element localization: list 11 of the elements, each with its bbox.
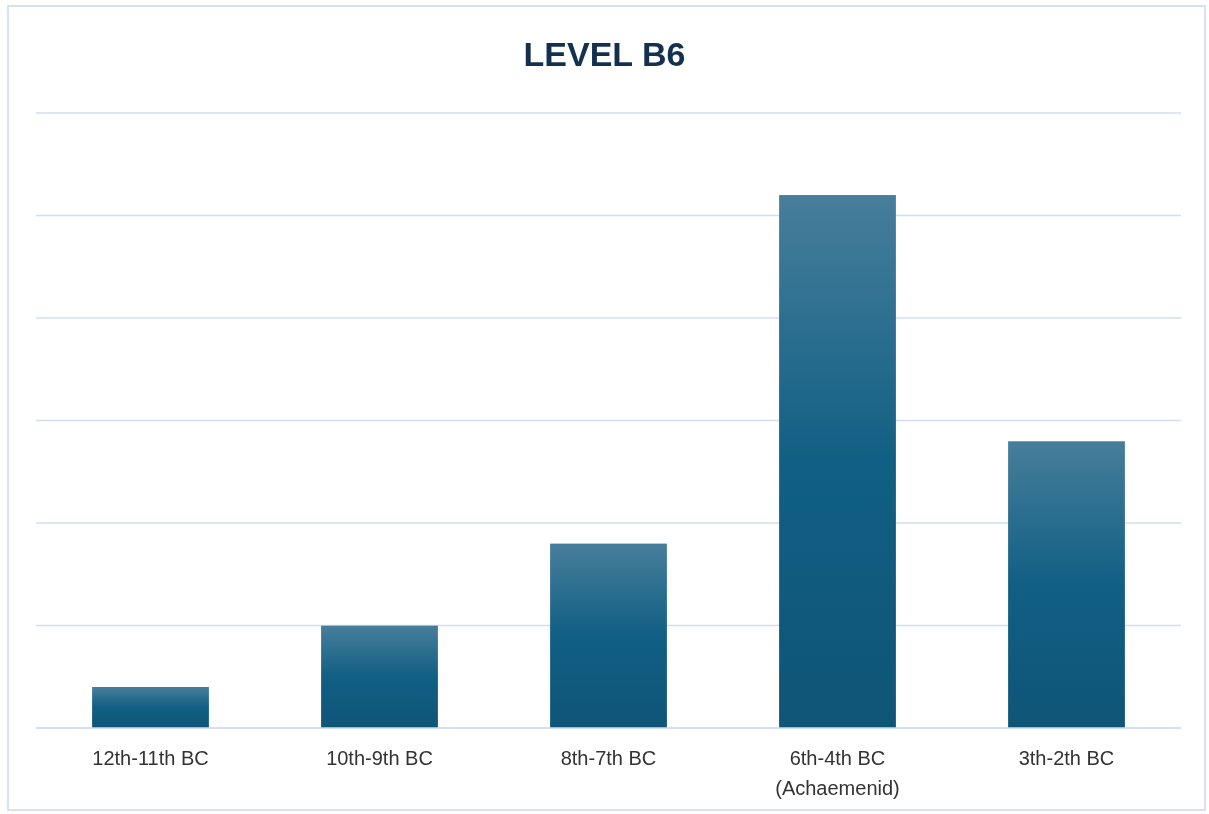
bar bbox=[321, 625, 438, 728]
bar bbox=[550, 543, 667, 728]
x-tick-label: 8th-7th BC bbox=[560, 747, 657, 769]
x-tick-label: 12th-11th BC bbox=[92, 747, 209, 769]
bar bbox=[779, 195, 896, 728]
x-tick-label: 10th-9th BC bbox=[326, 747, 433, 769]
chart-title: LEVEL B6 bbox=[523, 35, 686, 73]
bar bbox=[1008, 441, 1125, 728]
x-tick-label: 6th-4th BC (Achaemenid) bbox=[775, 747, 900, 799]
bar bbox=[92, 686, 209, 728]
x-tick-label: 3th-2th BC bbox=[1018, 747, 1115, 769]
